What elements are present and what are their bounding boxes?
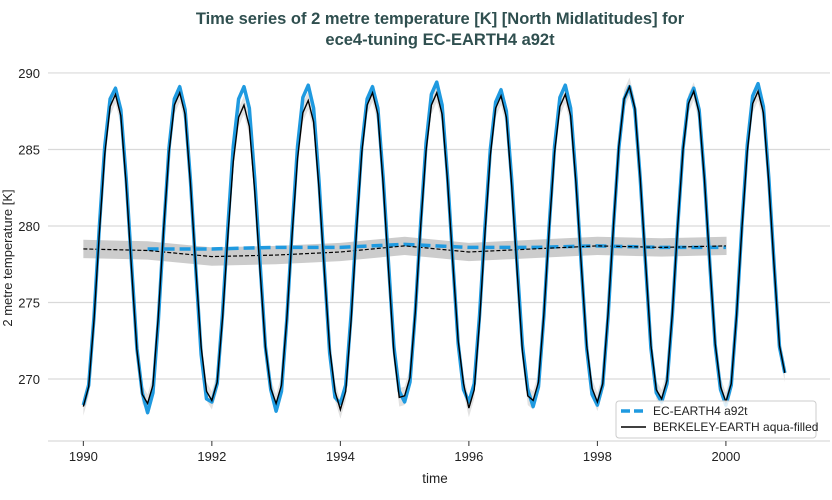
obs-annual-band bbox=[83, 236, 727, 266]
obs-monthly-line bbox=[82, 84, 786, 413]
x-tick-label: 1990 bbox=[69, 449, 98, 464]
gridlines bbox=[48, 72, 830, 380]
series-lines bbox=[81, 80, 787, 415]
y-tick-label: 275 bbox=[18, 296, 40, 311]
y-tick-label: 270 bbox=[18, 372, 40, 387]
x-tick-label: 1992 bbox=[197, 449, 226, 464]
x-tick-label: 1996 bbox=[454, 449, 483, 464]
chart-title: Time series of 2 metre temperature [K] [… bbox=[196, 10, 685, 28]
y-axis-label: 2 metre temperature [K] bbox=[0, 189, 15, 326]
legend-label-model: EC-EARTH4 a92t bbox=[653, 404, 748, 418]
legend-box bbox=[615, 400, 817, 439]
obs-annual-mean-line bbox=[83, 245, 726, 258]
y-tick-label: 280 bbox=[18, 219, 40, 234]
x-tick-label: 1998 bbox=[583, 449, 612, 464]
y-tick-label: 285 bbox=[18, 142, 40, 157]
chart-title-line2: ece4-tuning EC-EARTH4 a92t bbox=[325, 31, 555, 49]
x-tick-label: 1994 bbox=[326, 449, 355, 464]
legend: EC-EARTH4 a92t BERKELEY-EARTH aqua-fille… bbox=[615, 400, 818, 439]
x-axis-label: time bbox=[422, 471, 448, 486]
legend-label-obs: BERKELEY-EARTH aqua-filled bbox=[653, 420, 818, 434]
y-tick-label: 290 bbox=[18, 66, 40, 81]
x-tick-label: 2000 bbox=[711, 449, 740, 464]
axes: 270 275 280 285 290 1990 1992 1994 1996 1998 2000 bbox=[18, 66, 830, 464]
